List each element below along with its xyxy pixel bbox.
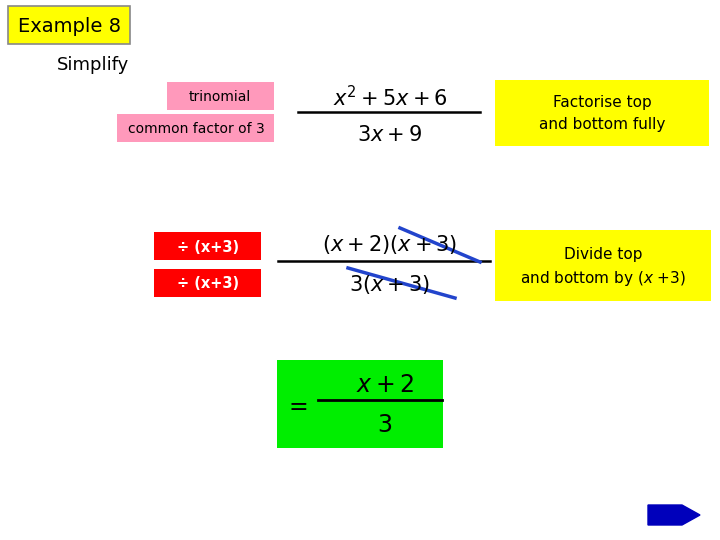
- Text: $3(x + 3)$: $3(x + 3)$: [349, 273, 431, 295]
- Text: common factor of 3: common factor of 3: [127, 122, 264, 136]
- FancyBboxPatch shape: [167, 82, 274, 110]
- FancyBboxPatch shape: [117, 114, 274, 142]
- Text: trinomial: trinomial: [189, 90, 251, 104]
- FancyBboxPatch shape: [8, 6, 130, 44]
- Text: $x + 2$: $x + 2$: [356, 373, 414, 397]
- Text: and bottom fully: and bottom fully: [539, 117, 665, 132]
- Text: $3$: $3$: [377, 413, 392, 437]
- Text: $(x + 2)(x + 3)$: $(x + 2)(x + 3)$: [323, 233, 458, 256]
- Text: Factorise top: Factorise top: [553, 96, 652, 111]
- FancyBboxPatch shape: [495, 230, 711, 301]
- Text: and bottom by ($x$ +3): and bottom by ($x$ +3): [520, 268, 686, 287]
- Text: $x^2 + 5x + 6$: $x^2 + 5x + 6$: [333, 85, 447, 111]
- Text: $3x+9$: $3x+9$: [357, 125, 423, 145]
- Text: Example 8: Example 8: [17, 17, 120, 36]
- FancyBboxPatch shape: [154, 269, 261, 297]
- Text: Simplify: Simplify: [57, 56, 130, 74]
- FancyBboxPatch shape: [495, 80, 709, 146]
- Text: ÷ (x+3): ÷ (x+3): [177, 276, 239, 292]
- Text: Divide top: Divide top: [564, 247, 642, 262]
- FancyBboxPatch shape: [277, 360, 443, 448]
- FancyArrow shape: [648, 505, 700, 525]
- Text: ÷ (x+3): ÷ (x+3): [177, 240, 239, 254]
- Text: $=$: $=$: [284, 393, 308, 417]
- FancyBboxPatch shape: [154, 232, 261, 260]
